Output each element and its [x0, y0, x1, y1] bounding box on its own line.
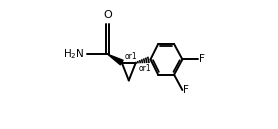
Text: H$_2$N: H$_2$N	[63, 47, 85, 61]
Text: F: F	[183, 85, 189, 95]
Text: F: F	[199, 54, 205, 64]
Text: or1: or1	[125, 52, 138, 61]
Text: or1: or1	[139, 64, 152, 73]
Polygon shape	[108, 54, 123, 65]
Text: O: O	[103, 10, 112, 20]
